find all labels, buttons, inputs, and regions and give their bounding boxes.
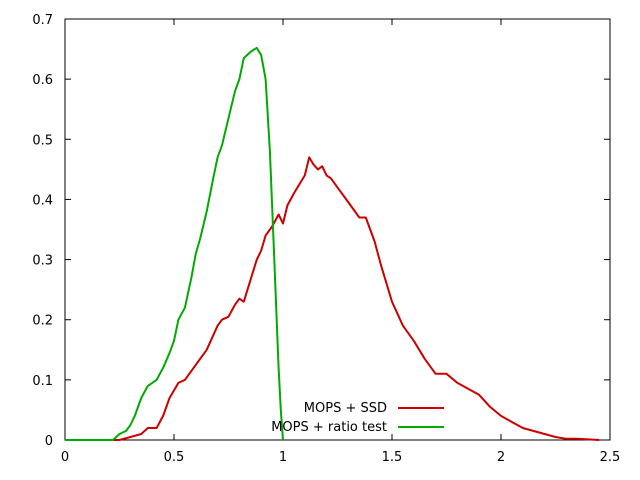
legend: MOPS + SSD MOPS + ratio test bbox=[271, 401, 444, 435]
y-tick-label: 0 bbox=[45, 434, 53, 449]
y-tick-label: 0.3 bbox=[32, 254, 53, 269]
series-line-0 bbox=[65, 156, 600, 441]
y-tick-label: 0.4 bbox=[32, 193, 53, 208]
x-tick-label: 1.5 bbox=[382, 450, 403, 465]
x-tick-label: 0 bbox=[61, 450, 69, 465]
x-tick-label: 0.5 bbox=[164, 450, 185, 465]
x-axis: 0 0.5 1 1.5 2 2.5 bbox=[61, 19, 620, 465]
x-tick-label: 1 bbox=[279, 450, 287, 465]
x-tick-label: 2 bbox=[497, 450, 505, 465]
series-layer bbox=[65, 46, 600, 441]
y-tick-label: 0.5 bbox=[32, 133, 53, 148]
y-tick-label: 0.6 bbox=[32, 73, 53, 88]
y-axis: 0 0.1 0.2 0.3 0.4 0.5 0.6 0.7 bbox=[32, 13, 610, 449]
legend-label-mops-ssd: MOPS + SSD bbox=[304, 401, 387, 416]
y-tick-label: 0.1 bbox=[32, 374, 53, 389]
legend-label-mops-ratio-test: MOPS + ratio test bbox=[271, 420, 387, 435]
series-line-1 bbox=[65, 46, 284, 441]
y-tick-label: 0.2 bbox=[32, 314, 53, 329]
x-tick-label: 2.5 bbox=[600, 450, 621, 465]
y-tick-label: 0.7 bbox=[32, 13, 53, 28]
plot-frame bbox=[64, 18, 611, 441]
